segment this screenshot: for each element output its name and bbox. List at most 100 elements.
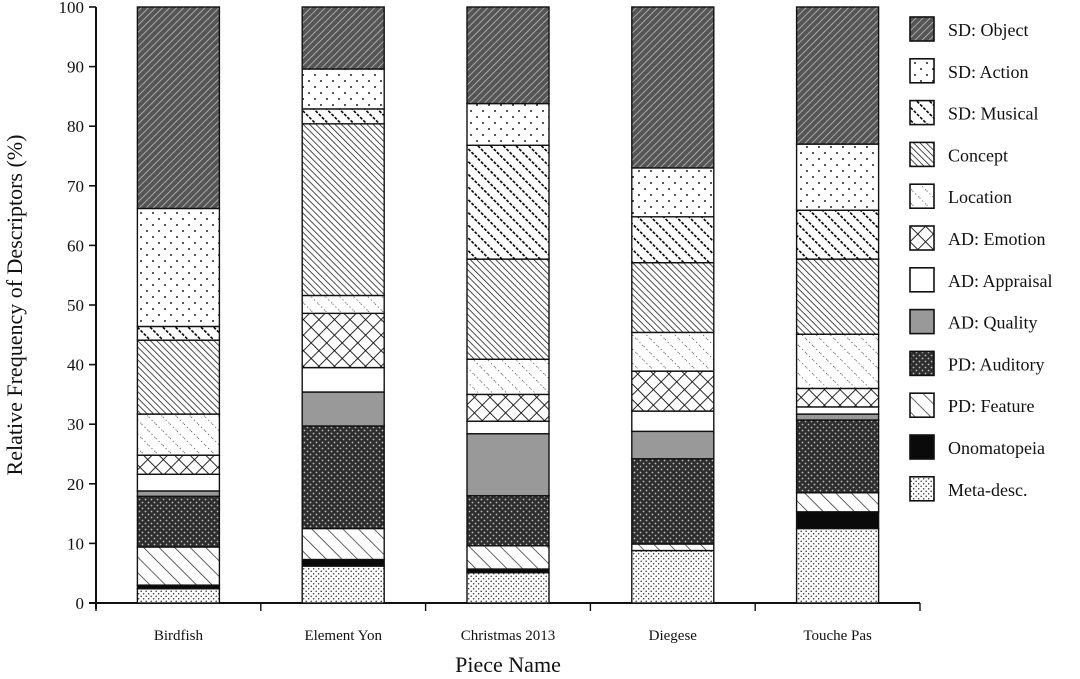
bar-segment-musical	[795, 209, 880, 260]
bar-segment-feature	[795, 492, 880, 513]
legend-swatch-concept	[909, 141, 935, 168]
bar-segment-action	[466, 102, 550, 146]
legend-label: Location	[948, 187, 1012, 207]
legend-item: SD: Object	[909, 16, 1029, 42]
bar-segment-quality	[136, 490, 221, 498]
bar-segment-location	[136, 413, 221, 456]
y-tick-label: 50	[67, 296, 84, 315]
bar-segment-concept	[301, 123, 385, 297]
bar-segment-object	[136, 6, 221, 210]
bar-christmas-2013	[466, 6, 550, 604]
bar-segment-onom	[301, 558, 385, 567]
y-tick-label: 70	[67, 177, 84, 196]
bar-segment-concept	[466, 258, 550, 360]
bar-segment-object	[466, 6, 550, 105]
bar-segment-emotion	[631, 370, 715, 412]
x-tick-label: Diegese	[649, 628, 698, 644]
legend-swatch-meta	[909, 475, 935, 502]
bar-segment-object	[795, 6, 880, 145]
y-tick-label: 40	[67, 356, 84, 375]
legend-swatch-auditory	[909, 350, 935, 377]
bar-segment-feature	[136, 546, 221, 586]
bar-segment-location	[795, 333, 880, 390]
bar-segment-concept	[631, 261, 715, 334]
bar-segment-action	[136, 207, 221, 328]
bar-segment-feature	[466, 545, 550, 570]
y-tick-label: 30	[67, 415, 84, 434]
bar-segment-location	[301, 294, 385, 315]
legend-swatch-emotion	[909, 225, 935, 251]
x-tick-label: Christmas 2013	[461, 628, 556, 644]
x-tick-label: Touche Pas	[803, 628, 872, 644]
legend-swatch-quality	[909, 308, 935, 335]
legend-label: SD: Action	[948, 62, 1029, 82]
bar-segment-action	[301, 68, 385, 110]
y-tick-label: 90	[67, 58, 84, 77]
bar-segment-meta	[136, 587, 221, 604]
bar-segment-auditory	[136, 495, 221, 548]
bar-segment-quality	[795, 413, 880, 421]
bar-segment-emotion	[136, 454, 221, 475]
bar-element-yon	[301, 6, 385, 604]
y-tick-label: 60	[67, 236, 84, 255]
bar-touche-pas	[795, 6, 880, 604]
bar-segment-musical	[466, 144, 550, 260]
legend: SD: Object SD: Action SD: Musical Concept Lo…	[909, 16, 1052, 502]
bar-segment-onom	[795, 511, 880, 530]
legend-item: Meta-desc.	[909, 475, 1027, 502]
bar-segment-appraisal	[301, 366, 385, 393]
legend-item: SD: Action	[909, 57, 1029, 84]
legend-item: Onomatopeia	[909, 434, 1045, 460]
x-tick-label: Element Yon	[304, 628, 382, 644]
bar-segment-location	[466, 358, 550, 396]
bar-segment-quality	[466, 433, 550, 497]
bar-segment-quality	[631, 430, 715, 460]
bar-segment-appraisal	[631, 410, 715, 433]
bar-segment-location	[631, 331, 715, 372]
bar-segment-emotion	[301, 312, 385, 369]
bar-segment-concept	[795, 258, 880, 335]
legend-swatch-feature	[909, 392, 935, 419]
bar-segment-appraisal	[136, 473, 221, 492]
bar-segment-emotion	[795, 387, 880, 408]
bar-segment-action	[795, 143, 880, 211]
bar-birdfish	[136, 6, 221, 604]
bar-segment-appraisal	[466, 420, 550, 435]
x-axis-title: Piece Name	[455, 652, 561, 677]
legend-label: SD: Musical	[948, 104, 1039, 124]
bar-segment-emotion	[466, 393, 550, 422]
legend-swatch-action	[909, 57, 935, 84]
x-tick-label: Birdfish	[154, 628, 204, 644]
legend-swatch-location	[909, 183, 935, 209]
bar-segment-meta	[631, 549, 715, 604]
legend-label: Meta-desc.	[948, 480, 1027, 500]
bar-segment-auditory	[795, 419, 880, 494]
bar-segment-auditory	[466, 495, 550, 547]
legend-swatch-musical	[909, 99, 935, 126]
y-tick-label: 10	[67, 534, 84, 553]
legend-item: Location	[909, 183, 1012, 209]
legend-label: PD: Auditory	[948, 354, 1045, 374]
y-tick-label: 0	[76, 594, 85, 613]
bar-segment-object	[631, 6, 715, 169]
legend-item: AD: Quality	[909, 308, 1038, 335]
bar-segment-musical	[301, 108, 385, 125]
bar-diegese	[631, 6, 715, 604]
legend-label: AD: Appraisal	[948, 271, 1052, 291]
bar-segment-concept	[136, 339, 221, 415]
legend-item: PD: Auditory	[909, 350, 1045, 377]
legend-label: AD: Quality	[948, 313, 1038, 333]
legend-label: SD: Object	[948, 20, 1029, 40]
legend-item: AD: Appraisal	[909, 266, 1052, 293]
bar-segment-action	[631, 167, 715, 218]
bar-segment-musical	[631, 216, 715, 264]
legend-swatch-appraisal	[909, 266, 935, 293]
bar-segment-feature	[631, 543, 715, 552]
legend-label: PD: Feature	[948, 396, 1034, 416]
bar-segment-meta	[795, 527, 880, 604]
y-tick-label: 20	[67, 475, 84, 494]
x-axis: Birdfish Element Yon Christmas 2013 Diegese…	[89, 602, 921, 644]
y-tick-label: 80	[67, 117, 84, 136]
y-tick-label: 100	[59, 0, 85, 17]
legend-label: AD: Emotion	[948, 229, 1046, 249]
